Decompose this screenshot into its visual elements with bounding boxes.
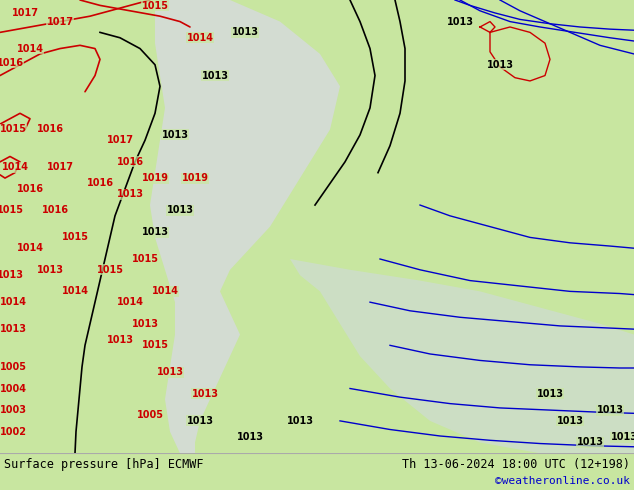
Text: 1017: 1017: [46, 162, 74, 172]
Text: Th 13-06-2024 18:00 UTC (12+198): Th 13-06-2024 18:00 UTC (12+198): [402, 458, 630, 471]
Text: 1015: 1015: [131, 254, 158, 264]
Text: 1013: 1013: [597, 405, 623, 415]
Text: 1013: 1013: [557, 416, 583, 426]
Polygon shape: [290, 259, 634, 453]
Text: 1013: 1013: [536, 389, 564, 399]
Text: 1016: 1016: [16, 184, 44, 194]
Text: 1014: 1014: [16, 44, 44, 53]
Text: 1013: 1013: [37, 265, 63, 275]
Text: 1013: 1013: [107, 335, 134, 345]
Text: 1013: 1013: [202, 71, 228, 80]
Text: 1016: 1016: [41, 205, 68, 216]
Text: 1013: 1013: [191, 389, 219, 399]
Text: 1013: 1013: [287, 416, 313, 426]
Text: 1014: 1014: [16, 243, 44, 253]
Text: 1017: 1017: [46, 17, 74, 26]
Text: Surface pressure [hPa] ECMWF: Surface pressure [hPa] ECMWF: [4, 458, 204, 471]
Text: 1002: 1002: [0, 427, 27, 437]
Text: 1015: 1015: [141, 341, 169, 350]
Text: 1014: 1014: [186, 33, 214, 43]
Text: 1017: 1017: [107, 135, 134, 146]
Text: 1013: 1013: [0, 270, 23, 280]
Text: 1017: 1017: [11, 8, 39, 18]
Text: 1004: 1004: [0, 384, 27, 393]
Text: 1013: 1013: [141, 227, 169, 237]
Text: 1014: 1014: [0, 297, 27, 307]
Text: 1003: 1003: [0, 405, 27, 415]
Text: 1016: 1016: [0, 58, 23, 68]
Text: 1013: 1013: [117, 189, 143, 199]
Text: 1016: 1016: [86, 178, 113, 189]
Text: 1005: 1005: [0, 362, 27, 372]
Text: 1013: 1013: [231, 27, 259, 37]
Text: 1013: 1013: [157, 368, 183, 377]
Text: 1015: 1015: [61, 232, 89, 243]
Text: 1013: 1013: [0, 324, 27, 334]
Text: 1016: 1016: [117, 157, 143, 167]
Text: 1013: 1013: [186, 416, 214, 426]
Text: 1013: 1013: [131, 319, 158, 329]
Text: 1014: 1014: [117, 297, 143, 307]
Text: 1019: 1019: [141, 173, 169, 183]
Text: 1014: 1014: [2, 162, 29, 172]
Text: 1015: 1015: [0, 124, 27, 134]
Text: 1013: 1013: [162, 130, 188, 140]
Text: 1013: 1013: [611, 432, 634, 442]
Text: 1016: 1016: [37, 124, 63, 134]
Text: 1019: 1019: [181, 173, 209, 183]
Text: 1013: 1013: [486, 60, 514, 70]
Text: 1015: 1015: [0, 205, 23, 216]
Text: 1013: 1013: [446, 17, 474, 26]
Text: 1014: 1014: [152, 286, 179, 296]
Text: 1013: 1013: [236, 432, 264, 442]
Text: 1015: 1015: [141, 1, 169, 11]
Text: 1015: 1015: [96, 265, 124, 275]
Text: 1005: 1005: [136, 411, 164, 420]
Text: ©weatheronline.co.uk: ©weatheronline.co.uk: [495, 476, 630, 486]
Text: 1013: 1013: [167, 205, 193, 216]
Polygon shape: [150, 0, 340, 453]
Text: 1013: 1013: [576, 438, 604, 447]
Text: 1014: 1014: [61, 286, 89, 296]
